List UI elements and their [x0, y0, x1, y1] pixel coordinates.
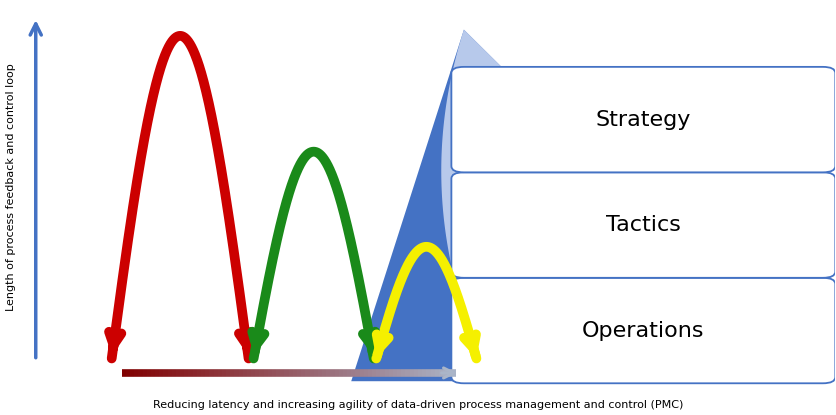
FancyBboxPatch shape — [451, 67, 835, 172]
FancyBboxPatch shape — [451, 278, 835, 383]
Text: Reducing latency and increasing agility of data-driven process management and co: Reducing latency and increasing agility … — [153, 400, 683, 410]
Polygon shape — [351, 29, 818, 381]
Text: Strategy: Strategy — [596, 110, 691, 129]
Text: Length of process feedback and control loop: Length of process feedback and control l… — [6, 63, 16, 311]
Text: Tactics: Tactics — [606, 215, 681, 235]
FancyBboxPatch shape — [451, 172, 835, 278]
Text: Operations: Operations — [582, 320, 705, 341]
Polygon shape — [441, 29, 818, 381]
